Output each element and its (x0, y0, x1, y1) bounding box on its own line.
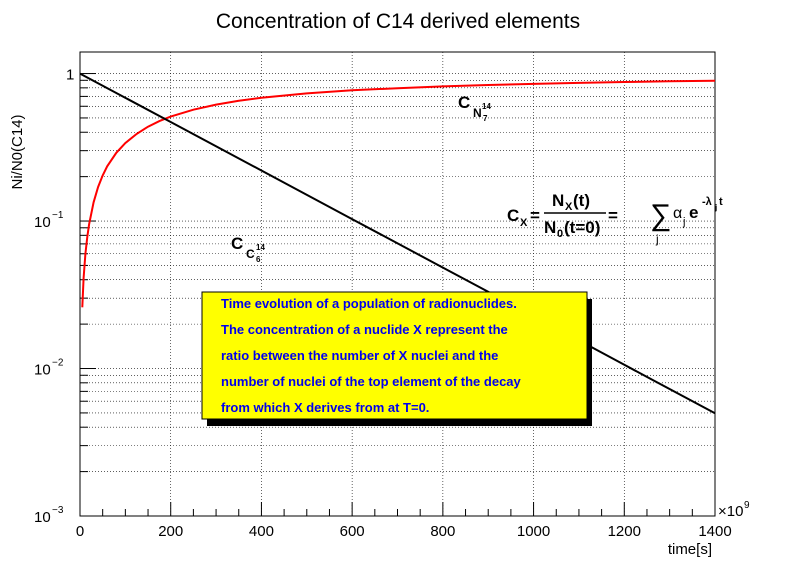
label-c14-main: C (231, 234, 243, 253)
info-line: from which X derives from at T=0. (221, 400, 429, 415)
formula-num-tail: (t) (573, 191, 590, 210)
x-multiplier: ×10 9 (718, 500, 750, 520)
formula-e: e (689, 203, 698, 222)
x-axis-label: time[s] (668, 541, 712, 558)
y-tick-label-base: 10 (34, 509, 51, 526)
formula-den: N (544, 218, 556, 237)
ticks (79, 73, 716, 517)
formula-exp-sub: j (714, 203, 717, 212)
y-tick-label-exp: −1 (52, 210, 64, 221)
formula-sigma-sub: j (655, 232, 659, 246)
info-line: Time evolution of a population of radion… (221, 296, 517, 311)
label-n14-subsub: 7 (483, 114, 488, 123)
label-n14: C N 7 14 (458, 93, 491, 123)
y-tick-label-exp: −3 (52, 505, 64, 516)
x-tick-label: 1400 (698, 523, 731, 540)
series-line-1 (79, 72, 716, 415)
x-tick-label: 600 (340, 523, 365, 540)
formula: C X = N X (t) N 0 (t=0) = ∑ j α j e -λ j… (507, 191, 723, 246)
y-tick-label-base: 1 (66, 67, 74, 84)
x-tick-label: 400 (249, 523, 274, 540)
x-multiplier-exp: 9 (744, 500, 750, 511)
y-tick-labels: 110−110−210−3 (34, 67, 74, 526)
label-c14: C C 6 14 (231, 234, 265, 264)
info-line: number of nuclei of the top element of t… (221, 374, 522, 389)
y-tick-label-exp: −2 (52, 358, 64, 369)
x-tick-label: 1200 (608, 523, 641, 540)
label-c14-subsub: 6 (256, 255, 261, 264)
formula-exp: -λ (702, 196, 712, 208)
formula-alpha: α (673, 205, 682, 222)
series-line-0 (81, 79, 716, 308)
label-c14-sup: 14 (256, 243, 265, 252)
formula-den-sub: 0 (557, 228, 563, 240)
y-axis-label: Ni/N0(C14) (9, 114, 26, 189)
formula-den-tail: (t=0) (564, 218, 600, 237)
formula-num-sub: X (565, 201, 573, 213)
y-tick-label: 10 −1 (34, 210, 64, 231)
x-tick-labels: 0 200 400 600 800 1000 1200 1400 (76, 523, 732, 540)
info-box: Time evolution of a population of radion… (201, 291, 592, 426)
info-line: ratio between the number of X nuclei and… (221, 348, 498, 363)
chart-title: Concentration of C14 derived elements (216, 10, 580, 33)
x-multiplier-base: ×10 (718, 503, 743, 520)
y-tick-label-base: 10 (34, 214, 51, 231)
formula-lhs: C (507, 206, 519, 225)
formula-eq: = (530, 206, 540, 225)
label-n14-main: C (458, 93, 470, 112)
grid (79, 52, 716, 517)
formula-eq2: = (608, 206, 618, 225)
x-tick-label: 1000 (517, 523, 550, 540)
info-box-fill (201, 291, 588, 420)
x-tick-label: 200 (158, 523, 183, 540)
info-line: The concentration of a nuclide X represe… (221, 322, 508, 337)
y-tick-label: 10 −2 (34, 358, 64, 379)
series-group (79, 72, 716, 415)
y-tick-label: 1 (66, 67, 74, 84)
formula-num: N (552, 191, 564, 210)
label-n14-sup: 14 (482, 102, 491, 111)
label-n14-sub: N (473, 106, 482, 120)
y-tick-label-base: 10 (34, 362, 51, 379)
formula-lhs-sub: X (520, 217, 528, 229)
label-c14-sub: C (246, 247, 255, 261)
formula-exp-tail: t (719, 196, 723, 208)
x-tick-label: 0 (76, 523, 84, 540)
x-tick-label: 800 (430, 523, 455, 540)
y-tick-label: 10 −3 (34, 505, 64, 526)
plot-frame (79, 51, 716, 517)
formula-alpha-sub: j (682, 216, 685, 228)
formula-sigma: ∑ (650, 199, 671, 232)
